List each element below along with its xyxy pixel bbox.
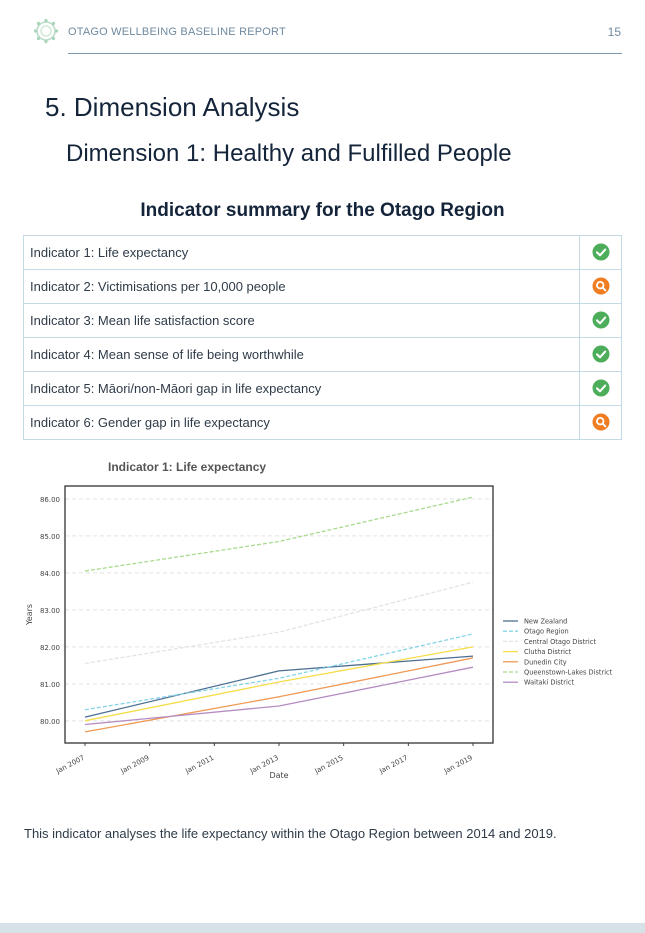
- dimension-heading: Dimension 1: Healthy and Fulfilled Peopl…: [66, 140, 512, 167]
- indicator-row: Indicator 3: Mean life satisfaction scor…: [23, 303, 622, 338]
- legend-label: New Zealand: [524, 618, 567, 626]
- legend-label: Dunedin City: [524, 658, 567, 666]
- y-axis-label: Years: [25, 604, 34, 626]
- series-line: [84, 581, 474, 665]
- indicator-status-cell: [579, 337, 622, 372]
- y-tick-label: 86.00: [40, 496, 60, 504]
- y-tick-label: 83.00: [40, 607, 60, 615]
- check-icon: [592, 243, 609, 261]
- indicator-status-cell: [579, 371, 622, 406]
- indicator-status-cell: [579, 235, 622, 270]
- summary-title: Indicator summary for the Otago Region: [140, 200, 505, 221]
- indicator-row: Indicator 2: Victimisations per 10,000 p…: [23, 269, 622, 304]
- indicator-row: Indicator 6: Gender gap in life expectan…: [23, 405, 622, 440]
- series-line: [84, 666, 474, 726]
- y-tick-label: 84.00: [40, 570, 60, 578]
- indicator-row: Indicator 1: Life expectancy: [23, 235, 622, 270]
- x-tick-label: Jan 2011: [183, 754, 215, 776]
- magnifier-icon: [592, 413, 609, 431]
- x-tick-label: Jan 2015: [313, 754, 345, 776]
- series-line: [84, 496, 474, 572]
- body-paragraph: This indicator analyses the life expecta…: [24, 826, 557, 841]
- y-tick-label: 80.00: [40, 718, 60, 726]
- check-icon: [592, 379, 609, 397]
- x-axis-label: Date: [269, 771, 288, 780]
- legend-label: Otago Region: [524, 628, 569, 636]
- x-tick-label: Jan 2007: [54, 754, 86, 776]
- y-tick-label: 81.00: [40, 681, 60, 689]
- indicator-label: Indicator 5: Māori/non-Māori gap in life…: [23, 371, 580, 406]
- y-tick-label: 82.00: [40, 644, 60, 652]
- indicator-row: Indicator 4: Mean sense of life being wo…: [23, 337, 622, 372]
- chart-title: Indicator 1: Life expectancy: [108, 460, 267, 474]
- x-tick-label: Jan 2009: [119, 754, 151, 776]
- y-tick-label: 85.00: [40, 533, 60, 541]
- legend-label: Central Otago District: [524, 638, 596, 646]
- report-title: OTAGO WELLBEING BASELINE REPORT: [68, 26, 286, 38]
- indicator-status-cell: [579, 405, 622, 440]
- indicator-label: Indicator 3: Mean life satisfaction scor…: [23, 303, 580, 338]
- indicator-label: Indicator 2: Victimisations per 10,000 p…: [23, 269, 580, 304]
- x-tick-label: Jan 2019: [442, 754, 474, 776]
- legend-label: Waitaki District: [524, 679, 574, 687]
- page-number: 15: [607, 25, 621, 39]
- life-expectancy-chart: 80.00 81.00 82.00 83.00 84.00 85.00 86.00 Jan 2…: [25, 485, 613, 780]
- magnifier-icon: [592, 277, 609, 295]
- series-line: [84, 657, 474, 733]
- header-divider: [68, 53, 622, 54]
- indicator-label: Indicator 1: Life expectancy: [23, 235, 580, 270]
- indicator-status-cell: [579, 303, 622, 338]
- section-heading: 5. Dimension Analysis: [45, 92, 300, 122]
- indicator-summary-table: Indicator 1: Life expectancy Indicator 2:…: [23, 235, 622, 440]
- indicator-label: Indicator 6: Gender gap in life expectan…: [23, 405, 580, 440]
- legend-label: Clutha District: [524, 648, 572, 656]
- report-logo-icon: [33, 18, 59, 44]
- check-icon: [592, 311, 609, 329]
- indicator-row: Indicator 5: Māori/non-Māori gap in life…: [23, 371, 622, 406]
- footer-bar: [0, 923, 645, 933]
- series-line: [84, 655, 474, 718]
- plot-frame: [64, 485, 494, 744]
- series-line: [84, 646, 474, 722]
- indicator-status-cell: [579, 269, 622, 304]
- series-line: [84, 633, 474, 711]
- legend-label: Queenstown-Lakes District: [524, 669, 613, 677]
- check-icon: [592, 345, 609, 363]
- x-tick-label: Jan 2017: [377, 754, 409, 776]
- indicator-label: Indicator 4: Mean sense of life being wo…: [23, 337, 580, 372]
